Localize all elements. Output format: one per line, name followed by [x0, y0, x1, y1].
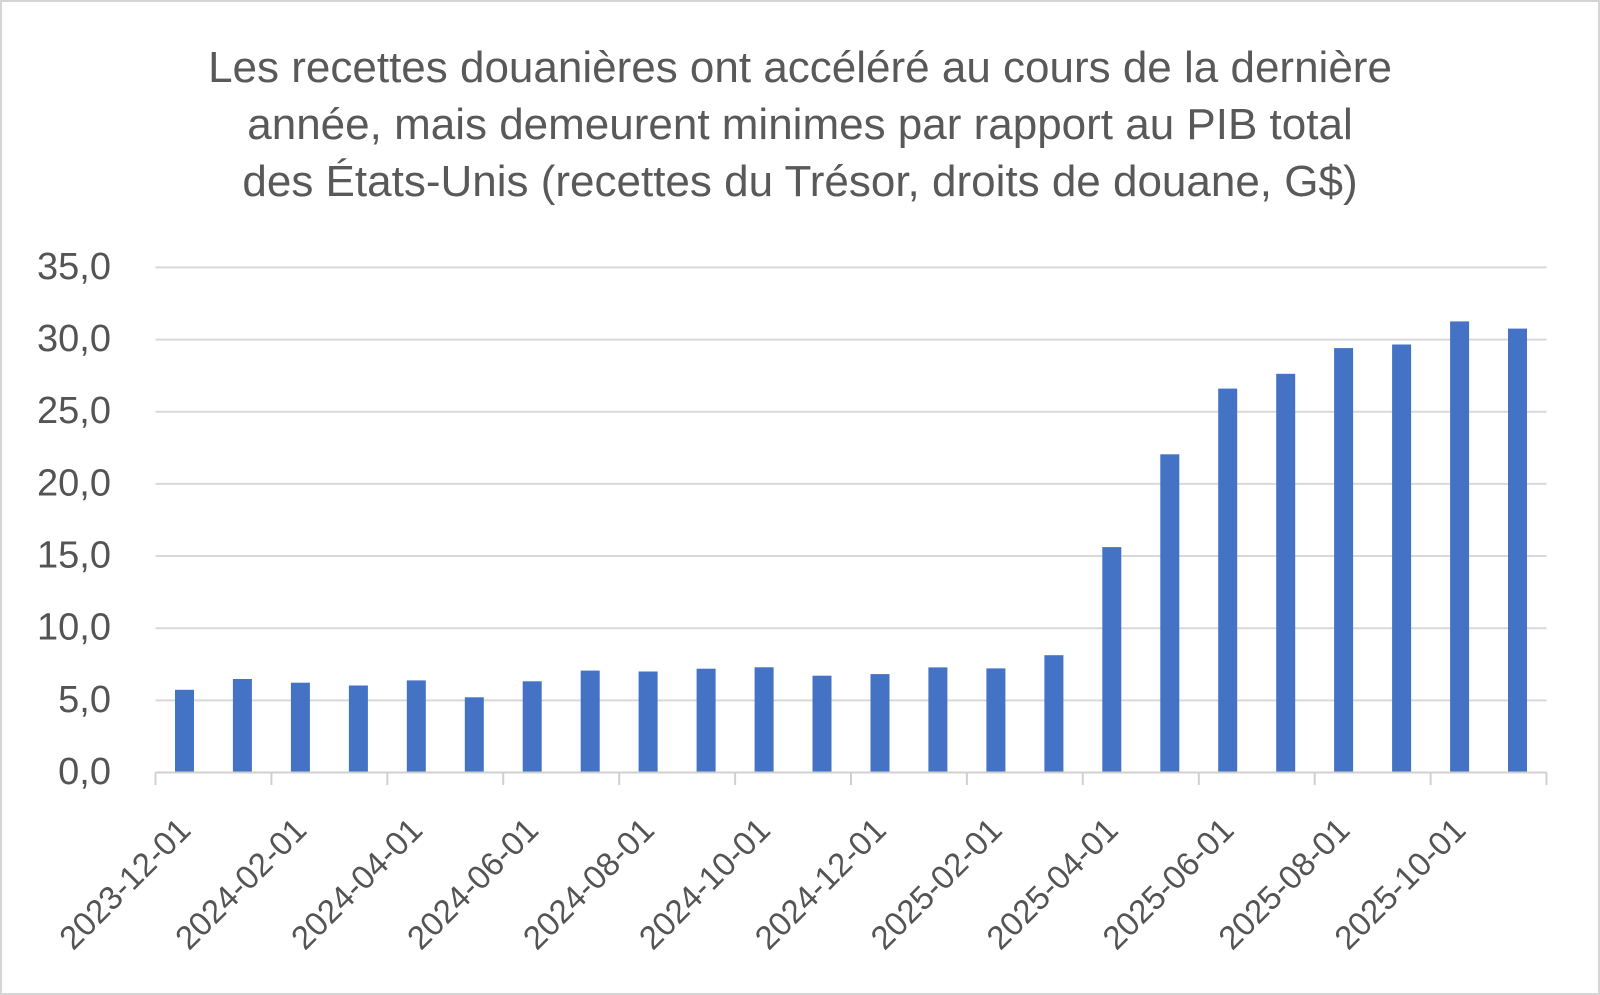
svg-text:année, mais demeurent minimes: année, mais demeurent minimes par rappor… [247, 100, 1352, 149]
svg-text:10,0: 10,0 [37, 607, 111, 649]
svg-text:25,0: 25,0 [37, 390, 111, 432]
svg-text:35,0: 35,0 [37, 246, 111, 288]
svg-text:30,0: 30,0 [37, 318, 111, 360]
svg-text:5,0: 5,0 [58, 679, 111, 721]
svg-text:15,0: 15,0 [37, 535, 111, 577]
svg-text:20,0: 20,0 [37, 462, 111, 504]
svg-text:des États-Unis (recettes du Tr: des États-Unis (recettes du Trésor, droi… [242, 157, 1357, 206]
svg-text:Les recettes douanières ont ac: Les recettes douanières ont accéléré au … [208, 43, 1392, 92]
svg-text:0,0: 0,0 [58, 751, 111, 793]
